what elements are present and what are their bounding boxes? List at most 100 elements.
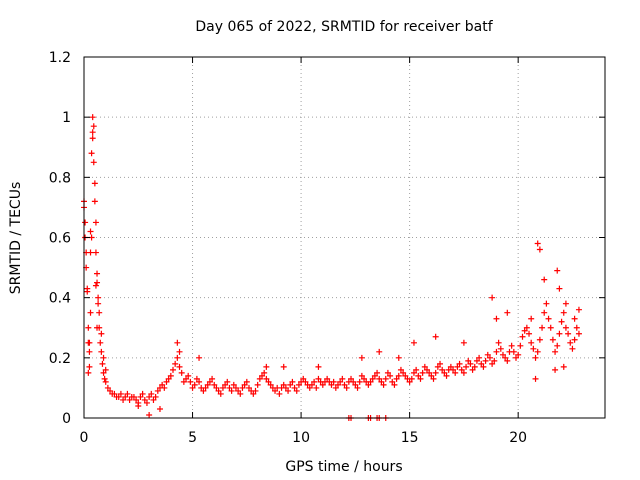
data-point [95, 294, 102, 301]
data-point [263, 363, 270, 370]
data-point [211, 381, 218, 388]
data-point [365, 381, 372, 388]
data-point [90, 123, 97, 130]
data-point [443, 372, 450, 379]
data-point [417, 375, 424, 382]
data-points [81, 114, 582, 421]
data-point [421, 363, 428, 370]
data-point [489, 360, 496, 367]
data-point [87, 309, 94, 316]
data-point [92, 249, 99, 256]
data-point [300, 375, 307, 382]
data-point [261, 369, 268, 376]
data-point [115, 393, 122, 400]
data-point [532, 375, 539, 382]
data-point [130, 393, 137, 400]
data-point [482, 357, 489, 364]
data-point [95, 300, 102, 307]
data-point [282, 384, 289, 391]
data-point [371, 372, 378, 379]
data-point [358, 372, 365, 379]
data-point [324, 375, 331, 382]
data-point [215, 387, 222, 394]
data-point [374, 369, 381, 376]
data-point [91, 198, 98, 205]
data-point [402, 372, 409, 379]
data-point [154, 387, 161, 394]
data-point [174, 339, 181, 346]
data-point [530, 345, 537, 352]
data-point [395, 372, 402, 379]
data-point [176, 348, 183, 355]
data-point [367, 378, 374, 385]
data-point [280, 381, 287, 388]
data-point [174, 354, 181, 361]
data-point [469, 366, 476, 373]
data-point [137, 393, 144, 400]
data-point [471, 363, 478, 370]
data-point [502, 354, 509, 361]
data-point [170, 366, 177, 373]
data-point [92, 219, 99, 226]
data-point [143, 399, 150, 406]
data-point [460, 339, 467, 346]
data-point [183, 375, 190, 382]
data-point [267, 381, 274, 388]
data-point [191, 381, 198, 388]
data-point [209, 375, 216, 382]
data-point [341, 381, 348, 388]
data-point [508, 342, 515, 349]
data-point [337, 378, 344, 385]
data-point [139, 390, 146, 397]
data-point [361, 375, 368, 382]
data-point [504, 357, 511, 364]
data-point [410, 369, 417, 376]
data-point [176, 363, 183, 370]
data-point [135, 402, 142, 409]
data-point [280, 363, 287, 370]
data-point [554, 342, 561, 349]
data-point [111, 390, 118, 397]
data-point [549, 336, 556, 343]
data-point [88, 150, 95, 157]
data-point [302, 378, 309, 385]
data-point [104, 384, 111, 391]
data-point [432, 333, 439, 340]
data-point [232, 384, 239, 391]
data-point [419, 369, 426, 376]
data-point [293, 387, 300, 394]
data-point [94, 270, 101, 277]
data-point [165, 375, 172, 382]
data-point [315, 363, 322, 370]
data-point [90, 159, 97, 166]
data-point [463, 363, 470, 370]
data-point [430, 375, 437, 382]
data-point [330, 378, 337, 385]
data-point [306, 384, 313, 391]
data-point [491, 357, 498, 364]
data-point [285, 387, 292, 394]
data-point [86, 363, 93, 370]
data-point [532, 354, 539, 361]
x-tick-label: 0 [80, 430, 89, 446]
data-point [395, 354, 402, 361]
data-point [206, 378, 213, 385]
data-point [295, 381, 302, 388]
data-point [493, 348, 500, 355]
data-point [547, 324, 554, 331]
data-point [245, 384, 252, 391]
data-point [391, 381, 398, 388]
data-point [124, 390, 131, 397]
data-point [406, 378, 413, 385]
data-point [534, 348, 541, 355]
data-point [512, 354, 519, 361]
data-point [495, 339, 502, 346]
data-point [467, 360, 474, 367]
data-point [539, 324, 546, 331]
data-point [98, 330, 105, 337]
data-point [454, 363, 461, 370]
y-tick-label: 0 [62, 411, 71, 427]
x-tick-label: 10 [292, 430, 310, 446]
data-point [265, 378, 272, 385]
y-tick-label: 0.4 [49, 291, 71, 307]
